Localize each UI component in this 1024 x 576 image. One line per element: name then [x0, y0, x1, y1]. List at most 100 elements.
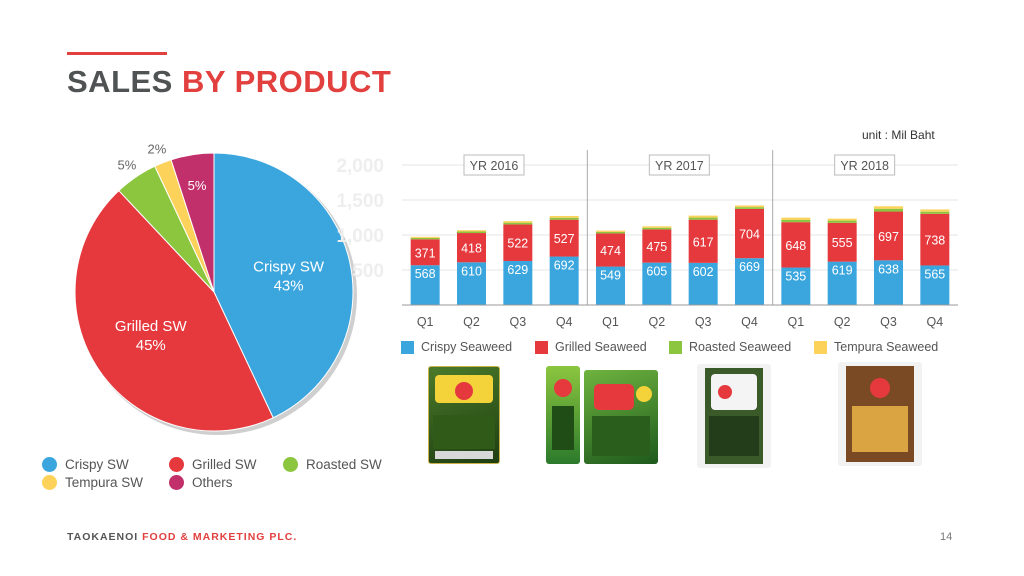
product-pack-image-3	[584, 370, 658, 464]
pie-slice-grilled-sw	[74, 189, 274, 432]
bar-legend-tempura: Tempura Seaweed	[814, 340, 938, 354]
bar-ytick-3: 2,000	[336, 156, 384, 177]
pack-1-seaweed	[433, 415, 495, 449]
legend-dot-roasted	[283, 457, 298, 472]
pack-4-label	[711, 374, 757, 410]
bar-value-6-0: 602	[693, 265, 714, 279]
bar-xtick-6: Q3	[695, 315, 712, 329]
bar-1-series-2	[457, 231, 486, 234]
footer-company: TAOKAENOI FOOD & MARKETING PLC.	[67, 531, 297, 543]
bar-group-box-1	[648, 154, 710, 176]
bar-group-label-1: YR 2017	[655, 159, 704, 173]
bar-2-series-1	[503, 224, 533, 261]
footer-part2: FOOD & MARKETING PLC.	[142, 531, 298, 543]
bar-10-series-3	[874, 206, 903, 209]
bar-value-11-0: 565	[924, 267, 945, 281]
pie-legend-roasted: Roasted SW	[283, 457, 382, 472]
bar-2-series-3	[503, 221, 533, 223]
bar-xtick-8: Q1	[787, 315, 804, 329]
bar-group-box-2	[834, 154, 896, 176]
bar-ytick-2: 1,500	[336, 191, 384, 212]
pie-legend-crispy: Crispy SW	[42, 457, 129, 472]
page-title: SALES BY PRODUCT	[67, 64, 391, 100]
pie-label-name-0: Crispy SW	[253, 258, 325, 275]
pie-legend-roasted-label: Roasted SW	[306, 457, 382, 472]
legend-dot-crispy	[42, 457, 57, 472]
pie-legend-tempura: Tempura SW	[42, 475, 143, 490]
title-accent-line	[67, 52, 167, 55]
pack-3-logo	[594, 384, 634, 410]
pie-label-pct-1: 45%	[136, 337, 166, 354]
product-pack-image-5	[838, 362, 922, 466]
bar-value-7-0: 669	[739, 260, 760, 274]
bar-6-series-1	[688, 219, 718, 263]
bar-6-series-2	[688, 217, 718, 220]
unit-label: unit : Mil Baht	[862, 128, 935, 142]
bar-value-9-1: 555	[832, 236, 853, 250]
footer-part1: TAOKAENOI	[67, 531, 143, 543]
bar-10-series-2	[874, 208, 903, 212]
bar-3-series-3	[549, 215, 579, 218]
bar-4-series-1	[596, 233, 625, 267]
bar-1-series-0	[457, 262, 486, 305]
bar-value-3-1: 527	[554, 232, 575, 246]
pack-2-mascot	[554, 379, 572, 397]
bar-4-series-2	[596, 231, 625, 234]
bar-9-series-2	[827, 220, 857, 223]
bar-legend-roasted-label: Roasted Seaweed	[689, 340, 792, 354]
bar-xtick-9: Q2	[834, 315, 851, 329]
bar-ytick-0: 500	[352, 261, 384, 282]
bar-value-3-0: 692	[554, 259, 575, 273]
pack-4-seaweed	[709, 416, 759, 456]
product-pack-image-4	[697, 364, 771, 468]
legend-swatch-tempura	[814, 340, 827, 354]
bar-9-series-3	[827, 218, 857, 221]
bar-value-4-0: 549	[600, 269, 621, 283]
bar-11-series-2	[920, 211, 950, 214]
pie-label-pct-0: 43%	[274, 277, 304, 294]
bar-7-series-1	[735, 208, 764, 259]
bar-value-5-1: 475	[646, 240, 667, 254]
bar-10-series-1	[874, 211, 903, 261]
bar-8-series-2	[781, 219, 811, 223]
bar-xtick-11: Q4	[926, 315, 943, 329]
page-number: 14	[940, 531, 953, 543]
bar-ytick-1: 1,000	[336, 226, 384, 247]
bar-xtick-4: Q1	[602, 315, 619, 329]
pie-legend-grilled-label: Grilled SW	[192, 457, 257, 472]
pie-label-3: 2%	[148, 142, 167, 157]
bar-group-box-0	[463, 154, 525, 176]
pack-2-art	[552, 379, 574, 450]
pie-legend-others: Others	[169, 475, 233, 490]
pack-5-mascot	[870, 378, 890, 398]
bar-group-label-0: YR 2016	[470, 159, 519, 173]
bar-legend-roasted: Roasted Seaweed	[669, 340, 791, 354]
bar-11-series-0	[920, 265, 950, 305]
bar-group-label-2: YR 2018	[840, 159, 889, 173]
pack-3-badge	[636, 386, 652, 402]
bar-4-series-3	[596, 230, 625, 232]
bar-legend-crispy-label: Crispy Seaweed	[421, 340, 513, 354]
pie-legend-others-label: Others	[192, 475, 233, 490]
bar-xtick-2: Q3	[509, 315, 526, 329]
bar-0-series-0	[410, 265, 440, 305]
pack-4-art	[705, 368, 763, 464]
bar-0-series-1	[410, 239, 440, 266]
bar-value-0-0: 568	[415, 267, 436, 281]
bar-11-series-3	[920, 209, 950, 212]
bar-9-series-0	[827, 261, 857, 305]
bar-value-6-1: 617	[693, 235, 714, 249]
bar-value-10-0: 638	[878, 262, 899, 276]
pack-1-mascot	[455, 382, 473, 400]
pack-3-seaweed	[592, 416, 650, 456]
bar-1-series-3	[457, 230, 486, 232]
bar-value-1-1: 418	[461, 242, 482, 256]
pack-1-base	[435, 451, 493, 459]
product-pack-image-1	[428, 366, 500, 464]
bar-5-series-0	[642, 262, 672, 305]
bar-value-7-1: 704	[739, 228, 760, 242]
bar-value-9-0: 619	[832, 264, 853, 278]
pie-label-4: 5%	[188, 178, 207, 193]
bar-3-series-1	[549, 219, 579, 257]
